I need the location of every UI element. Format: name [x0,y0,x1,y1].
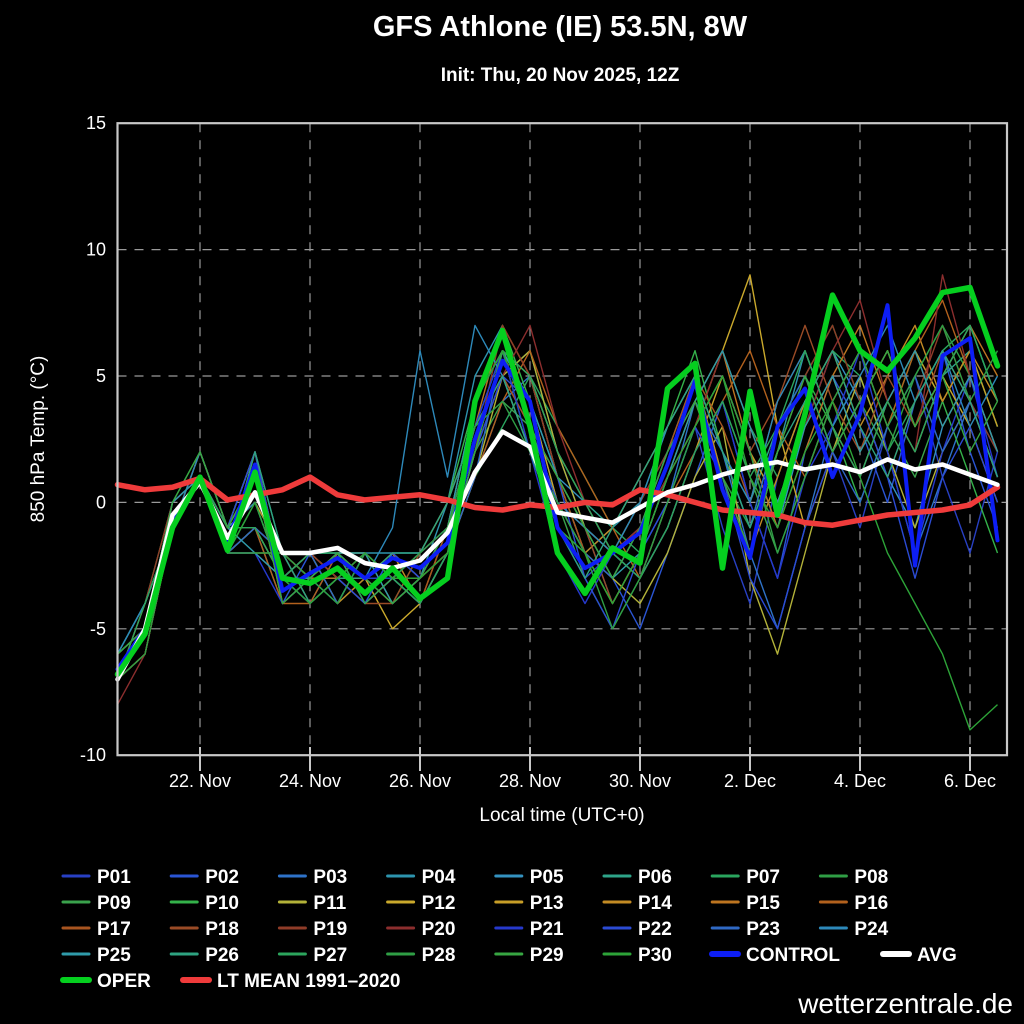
legend-label-p06: P06 [638,867,672,888]
y-tick-label: -10 [80,745,106,765]
legend-label-p11: P11 [313,893,346,914]
legend-label-p24: P24 [854,919,888,940]
legend-label-p28: P28 [422,945,456,966]
legend-label-p08: P08 [854,867,888,888]
legend-label-p21: P21 [530,919,564,940]
x-tick-label: 4. Dec [834,771,886,791]
x-tick-label: 28. Nov [499,771,561,791]
legend-label-p05: P05 [530,867,564,888]
legend-label-lt-mean: LT MEAN 1991–2020 [217,971,400,992]
chart-legend: P01 P02 P03 P04 P05 P06 P07 P08 P09 P10 P11 P12 P13 P… [60,867,957,992]
member-line-p28 [117,324,999,680]
x-tick-label: 30. Nov [609,771,671,791]
legend-label-p03: P03 [313,867,347,888]
legend-label-p12: P12 [422,893,456,914]
legend-label-p23: P23 [746,919,780,940]
chart-title: GFS Athlone (IE) 53.5N, 8W [373,11,748,43]
legend-label-p18: P18 [205,919,239,940]
legend-label-p04: P04 [422,867,456,888]
x-tick-label: 24. Nov [279,771,341,791]
x-tick-label: 6. Dec [944,771,996,791]
y-tick-label: 15 [86,113,106,133]
x-tick-label: 26. Nov [389,771,451,791]
watermark: wetterzentrale.de [797,988,1013,1019]
y-tick-label: 10 [86,240,106,260]
legend-label-p19: P19 [313,919,347,940]
legend-label-p20: P20 [422,919,456,940]
member-line-p29 [117,350,999,655]
x-tick-label: 22. Nov [169,771,231,791]
chart-subtitle: Init: Thu, 20 Nov 2025, 12Z [441,65,680,86]
legend-label-p22: P22 [638,919,672,940]
plot-area: 22. Nov 24. Nov 26. Nov 28. Nov 30. Nov 2. De… [80,113,1009,791]
y-tick-label: 0 [96,492,106,512]
legend-label-p17: P17 [97,919,131,940]
legend-label-p13: P13 [530,893,564,914]
x-tick-label: 2. Dec [724,771,776,791]
legend-label-p25: P25 [97,945,131,966]
legend-label-p01: P01 [97,867,131,888]
legend-label-oper: OPER [97,971,151,992]
legend-label-p07: P07 [746,867,780,888]
x-axis-title: Local time (UTC+0) [479,805,644,826]
legend-label-avg: AVG [917,945,957,966]
legend-label-control: CONTROL [746,945,840,966]
legend-label-p27: P27 [313,945,347,966]
legend-label-p29: P29 [530,945,564,966]
legend-label-p14: P14 [638,893,672,914]
y-tick-label: 5 [96,366,106,386]
y-axis-title: 850 hPa Temp. (°C) [28,356,49,523]
legend-label-p26: P26 [205,945,239,966]
plot-frame [116,122,1009,757]
legend-label-p16: P16 [854,893,888,914]
member-line-p27 [116,324,999,680]
series-line-oper [114,284,1001,678]
legend-label-p02: P02 [205,867,239,888]
legend-label-p10: P10 [205,893,239,914]
y-tick-label: -5 [90,619,106,639]
legend-label-p09: P09 [97,893,131,914]
legend-label-p15: P15 [746,893,780,914]
legend-label-p30: P30 [638,945,672,966]
